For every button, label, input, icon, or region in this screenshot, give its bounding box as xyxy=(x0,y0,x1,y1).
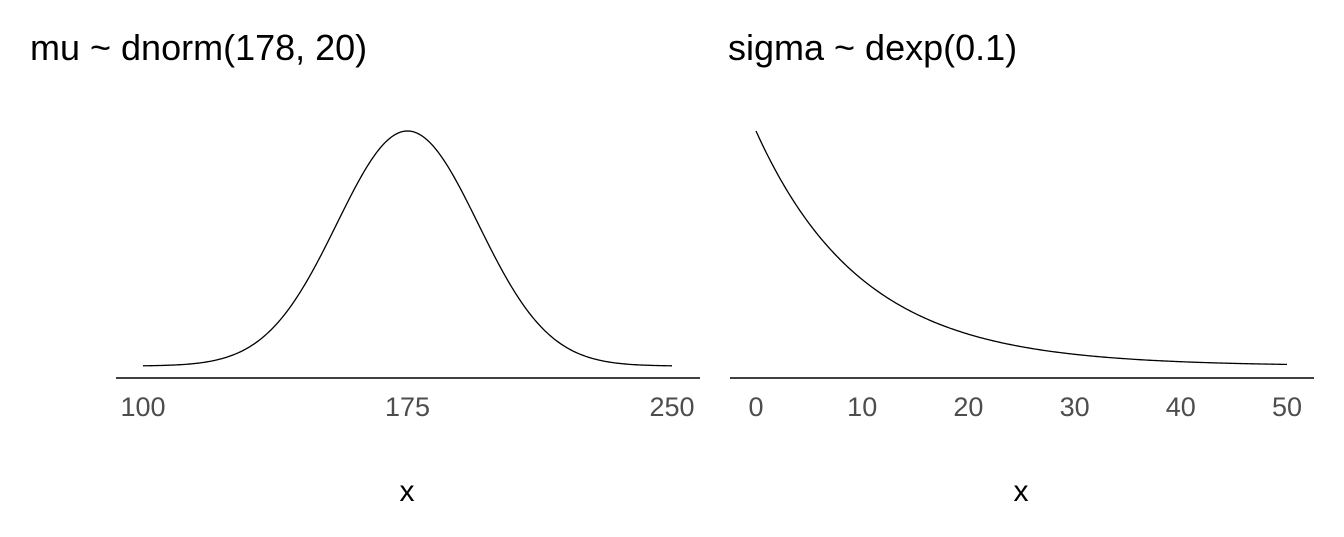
density-curve xyxy=(755,130,1288,366)
x-axis-ticks: 0 10 20 30 40 50 xyxy=(748,392,1302,422)
x-tick-label: 10 xyxy=(847,392,877,422)
panel-sigma-prior: sigma ~ dexp(0.1) 0 10 20 30 40 50 x xyxy=(728,27,1314,508)
density-curve xyxy=(142,130,673,367)
chart-title: mu ~ dnorm(178, 20) xyxy=(30,27,367,68)
x-axis-ticks: 100 175 250 xyxy=(120,392,694,422)
chart-title: sigma ~ dexp(0.1) xyxy=(728,27,1017,68)
x-tick-label: 50 xyxy=(1272,392,1302,422)
x-axis-label: x xyxy=(400,475,415,508)
x-axis-label: x xyxy=(1014,475,1029,508)
x-tick-label: 175 xyxy=(385,392,430,422)
x-tick-label: 30 xyxy=(1060,392,1090,422)
panel-mu-prior: mu ~ dnorm(178, 20) 100 175 250 x xyxy=(30,27,700,508)
x-tick-label: 100 xyxy=(120,392,165,422)
x-tick-label: 20 xyxy=(953,392,983,422)
x-tick-label: 40 xyxy=(1166,392,1196,422)
x-tick-label: 250 xyxy=(649,392,694,422)
x-tick-label: 0 xyxy=(748,392,763,422)
